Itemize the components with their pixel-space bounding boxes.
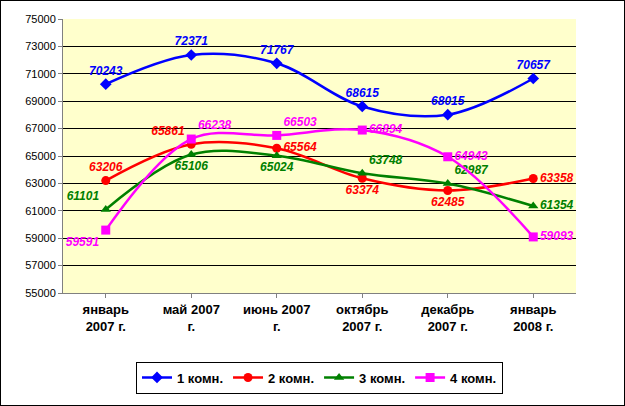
svg-text:63000: 63000 <box>25 177 56 189</box>
svg-text:71000: 71000 <box>25 68 56 80</box>
svg-text:70243: 70243 <box>89 64 123 78</box>
svg-text:59000: 59000 <box>25 232 56 244</box>
svg-text:72371: 72371 <box>175 34 209 48</box>
svg-text:63358: 63358 <box>540 171 574 185</box>
svg-text:73000: 73000 <box>25 40 56 52</box>
svg-text:57000: 57000 <box>25 259 56 271</box>
svg-text:май 2007г.: май 2007г. <box>163 302 220 334</box>
svg-text:65564: 65564 <box>283 140 317 154</box>
svg-text:июнь 2007г.: июнь 2007г. <box>243 302 310 334</box>
svg-text:63748: 63748 <box>369 153 403 167</box>
svg-text:70657: 70657 <box>517 58 552 72</box>
svg-text:68015: 68015 <box>431 94 465 108</box>
svg-text:октябрь2007 г.: октябрь2007 г. <box>336 302 388 334</box>
svg-text:63374: 63374 <box>346 183 380 197</box>
svg-text:66894: 66894 <box>369 122 403 136</box>
svg-text:65861: 65861 <box>151 124 185 138</box>
svg-text:65106: 65106 <box>175 159 209 173</box>
svg-text:декабрь2007 г.: декабрь2007 г. <box>421 302 474 334</box>
svg-text:69000: 69000 <box>25 95 56 107</box>
svg-text:66503: 66503 <box>283 115 317 129</box>
svg-text:65000: 65000 <box>25 150 56 162</box>
svg-text:67000: 67000 <box>25 122 56 134</box>
svg-text:65024: 65024 <box>260 160 294 174</box>
svg-text:4 комн.: 4 комн. <box>450 371 496 386</box>
svg-text:61000: 61000 <box>25 205 56 217</box>
svg-text:62987: 62987 <box>454 163 489 177</box>
svg-text:3 комн.: 3 комн. <box>359 371 405 386</box>
svg-text:68615: 68615 <box>346 86 380 100</box>
svg-text:1 комн.: 1 комн. <box>177 371 223 386</box>
svg-text:59591: 59591 <box>66 235 100 249</box>
svg-text:2 комн.: 2 комн. <box>268 371 314 386</box>
svg-text:66238: 66238 <box>198 118 232 132</box>
svg-text:71767: 71767 <box>260 43 295 57</box>
svg-text:59093: 59093 <box>540 229 574 243</box>
svg-text:61354: 61354 <box>540 198 574 212</box>
svg-text:61101: 61101 <box>67 189 100 203</box>
svg-text:64943: 64943 <box>454 149 488 163</box>
svg-text:63206: 63206 <box>89 160 123 174</box>
svg-text:75000: 75000 <box>25 13 56 25</box>
svg-text:январь2008 г.: январь2008 г. <box>510 302 556 334</box>
svg-text:январь2007 г.: январь2007 г. <box>83 302 129 334</box>
svg-text:55000: 55000 <box>25 287 56 299</box>
svg-text:62485: 62485 <box>431 195 465 209</box>
